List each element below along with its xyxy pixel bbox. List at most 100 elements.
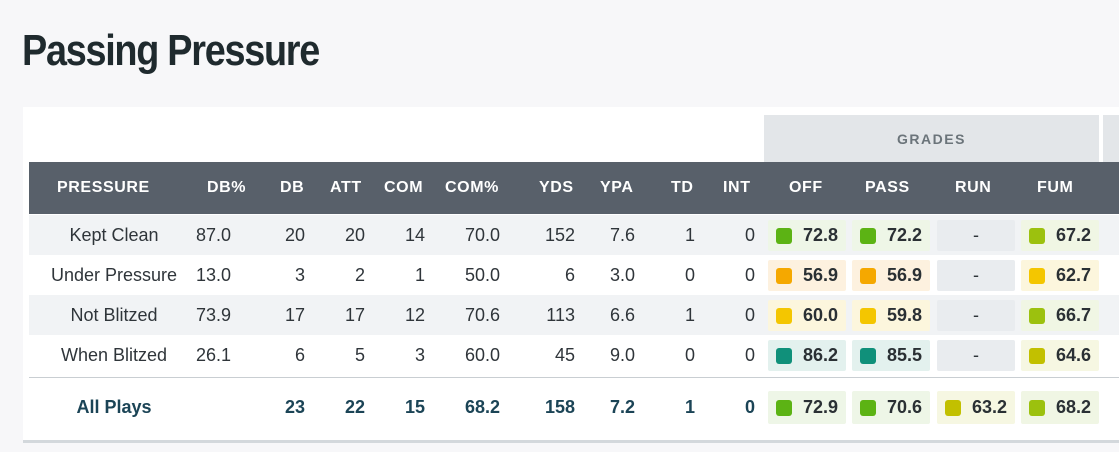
row-label: Kept Clean [69,225,159,245]
grade-value: 85.5 [886,345,922,365]
grade-color-swatch [1029,307,1045,324]
grade-badge-pass: 85.5 [852,340,930,371]
grade-badge-fum: 68.2 [1021,391,1099,424]
grade-color-swatch [1029,347,1045,364]
grade-value: 86.2 [802,345,838,365]
col-header-db[interactable]: DB [280,179,305,196]
col-header-yds[interactable]: YDS [539,179,574,196]
col-header-ypa[interactable]: YPA [600,179,634,196]
grade-color-swatch [860,227,876,244]
cell-db-pct: 73.9 [195,305,231,325]
grade-value: 68.2 [1055,397,1091,417]
cell-td: 0 [684,265,695,285]
grade-value: 67.2 [1055,225,1091,245]
cell-db: 23 [284,397,305,417]
col-header-int[interactable]: INT [723,179,751,196]
grade-value: - [973,225,979,245]
cell-db: 6 [294,345,305,365]
grade-badge-off: 86.2 [768,340,846,371]
grade-color-swatch [1029,267,1045,284]
grade-color-swatch [776,267,792,284]
col-header-td[interactable]: TD [671,179,694,196]
grade-badge-off: 60.0 [768,300,846,331]
table-header-row: PRESSURE DB% DB ATT COM COM% YDS YPA TD … [29,162,1119,214]
table-row: Kept Clean 87.0 20 20 14 70.0 152 7.6 1 0 72.8 72.2… [29,215,1119,255]
col-header-run[interactable]: RUN [955,179,992,196]
cell-yds: 158 [544,397,575,417]
grade-badge-fum: 62.7 [1021,260,1099,291]
grade-badge-pass: 70.6 [852,391,930,424]
cell-db: 20 [284,225,305,245]
passing-pressure-table: GRADES PRESSURE DB% DB ATT COM COM% YDS … [23,107,1119,443]
grade-color-swatch [860,399,876,416]
cell-com: 15 [404,397,425,417]
grade-badge-fum: 66.7 [1021,300,1099,331]
cell-ypa: 6.6 [609,305,635,325]
grade-value: 72.2 [886,225,922,245]
grades-group-header-next [1103,115,1119,162]
cell-int: 0 [744,265,755,285]
grade-badge-run: - [937,300,1015,331]
grade-value: 60.0 [802,305,838,325]
table-row: Under Pressure 13.0 3 2 1 50.0 6 3.0 0 0 56.9 56.9 -… [29,255,1119,295]
grade-color-swatch [776,227,792,244]
cell-com-pct: 70.0 [464,225,500,245]
grades-group-header: GRADES [764,115,1099,162]
grade-value: - [973,345,979,365]
cell-com-pct: 70.6 [464,305,500,325]
cell-ypa: 3.0 [609,265,635,285]
cell-int: 0 [744,345,755,365]
table-row: Not Blitzed 73.9 17 17 12 70.6 113 6.6 1 0 60.0 59.… [29,295,1119,335]
grade-badge-run: - [937,220,1015,251]
col-header-db-pct[interactable]: DB% [207,179,247,196]
row-label: Under Pressure [50,265,178,285]
grade-value: 62.7 [1055,265,1091,285]
col-header-com-pct[interactable]: COM% [445,179,499,196]
col-header-pass[interactable]: PASS [865,179,910,196]
grade-value: - [973,265,979,285]
grade-badge-fum: 67.2 [1021,220,1099,251]
grade-value: 70.6 [886,397,922,417]
cell-db-pct: 26.1 [195,345,231,365]
row-label: When Blitzed [60,345,168,365]
grade-color-swatch [860,347,876,364]
cell-com: 1 [414,265,425,285]
grade-value: 56.9 [802,265,838,285]
page-title: Passing Pressure [22,26,320,75]
row-label: All Plays [76,397,152,417]
table-total-row: All Plays 23 22 15 68.2 158 7.2 1 0 72.9 70.6 63.2 6… [29,377,1119,436]
grade-color-swatch [776,399,792,416]
grade-badge-run: - [937,340,1015,371]
cell-td: 1 [684,397,695,417]
cell-att: 2 [354,265,365,285]
col-header-fum[interactable]: FUM [1037,179,1074,196]
cell-ypa: 9.0 [609,345,635,365]
grade-badge-off: 72.9 [768,391,846,424]
cell-att: 20 [344,225,365,245]
col-header-att[interactable]: ATT [330,179,362,196]
table-row: When Blitzed 26.1 6 5 3 60.0 45 9.0 0 0 86.2 85.5 - 6… [29,335,1119,375]
cell-yds: 6 [564,265,575,285]
row-label: Not Blitzed [70,305,158,325]
cell-int: 0 [744,305,755,325]
cell-ypa: 7.6 [609,225,635,245]
cell-com: 12 [404,305,425,325]
grade-value: 63.2 [971,397,1007,417]
cell-com: 14 [404,225,425,245]
grade-value: 56.9 [886,265,922,285]
cell-td: 1 [684,305,695,325]
cell-att: 5 [354,345,365,365]
grade-badge-off: 56.9 [768,260,846,291]
grade-value: 66.7 [1055,305,1091,325]
cell-db: 17 [284,305,305,325]
grade-badge-pass: 59.8 [852,300,930,331]
grade-badge-pass: 72.2 [852,220,930,251]
grade-color-swatch [776,307,792,324]
cell-com-pct: 60.0 [464,345,500,365]
grade-value: 72.8 [802,225,838,245]
cell-td: 1 [684,225,695,245]
cell-att: 17 [344,305,365,325]
col-header-com[interactable]: COM [384,179,424,196]
col-header-pressure[interactable]: PRESSURE [57,179,150,196]
col-header-off[interactable]: OFF [789,179,823,196]
